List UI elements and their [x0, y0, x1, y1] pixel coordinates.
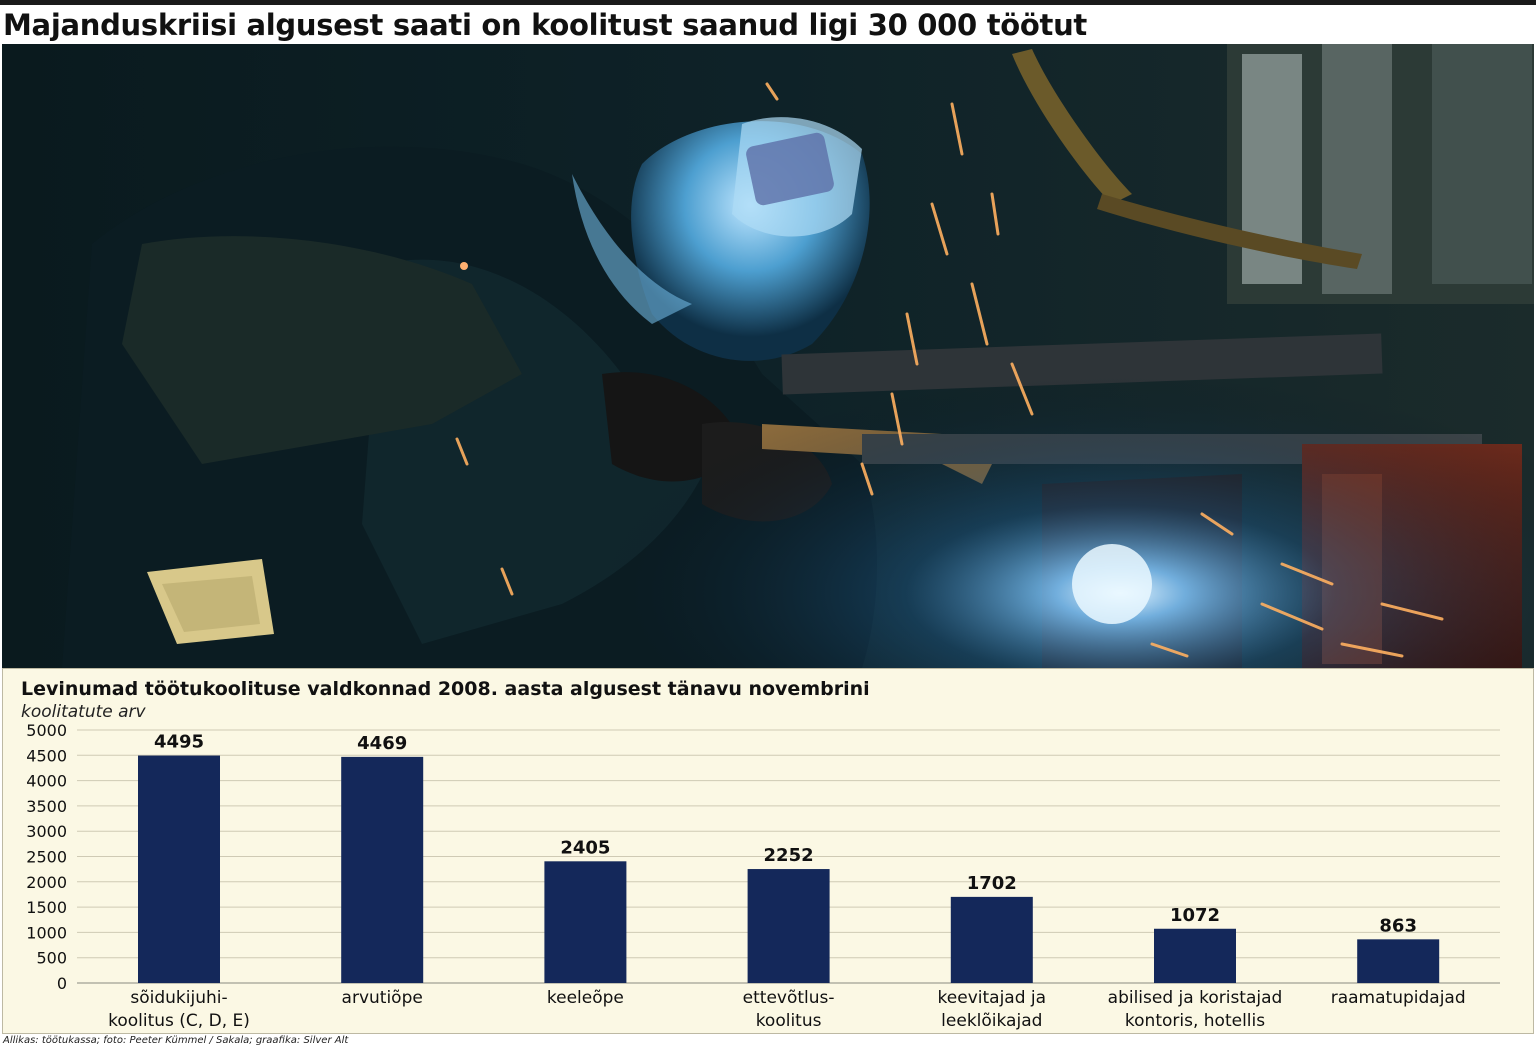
y-tick-label: 2500: [26, 848, 67, 867]
x-tick-label: arvutiõpe: [342, 988, 423, 1008]
data-label: 2252: [764, 845, 814, 866]
y-tick-label: 0: [57, 974, 67, 993]
x-tick-label: keevitajad ja: [938, 988, 1047, 1008]
bar: [747, 869, 830, 983]
y-tick-label: 1500: [26, 898, 67, 917]
welder-photo: [2, 44, 1534, 668]
source-credit: Allikas: töötukassa; foto: Peeter Kümmel…: [3, 1035, 349, 1046]
x-tick-label: leeklõikajad: [941, 1011, 1042, 1031]
y-tick-label: 3000: [26, 822, 67, 841]
data-label: 863: [1379, 915, 1417, 936]
x-tick-label: abilised ja koristajad: [1108, 988, 1283, 1008]
data-label: 2405: [560, 837, 610, 858]
y-tick-label: 2000: [26, 873, 67, 892]
headline: Majanduskriisi algusest saati on koolitu…: [3, 8, 1087, 42]
chart-title: Levinumad töötukoolituse valdkonnad 2008…: [21, 678, 870, 700]
chart-subtitle: koolitatute arv: [21, 702, 146, 722]
y-tick-label: 1000: [26, 923, 67, 942]
y-tick-label: 3500: [26, 797, 67, 816]
x-tick-label: raamatupidajad: [1331, 988, 1466, 1008]
x-tick-label: koolitus (C, D, E): [108, 1011, 250, 1031]
bar: [544, 861, 627, 983]
x-tick-label: keeleõpe: [547, 988, 624, 1008]
chart-panel: Levinumad töötukoolituse valdkonnad 2008…: [2, 668, 1534, 1034]
x-tick-label: sõidukijuhi-: [130, 988, 227, 1008]
y-tick-label: 5000: [26, 721, 67, 740]
bar-chart: 0 500 1000 1500 2000 2500 3000 3500 4000 4500 5000…: [26, 721, 1500, 1031]
bar: [950, 896, 1033, 983]
bar: [1154, 928, 1236, 983]
bar: [138, 755, 220, 983]
data-label: 1072: [1170, 905, 1220, 926]
x-tick-label: kontoris, hotellis: [1125, 1011, 1265, 1031]
bar: [1357, 939, 1440, 983]
data-label: 1702: [967, 873, 1017, 894]
y-tick-label: 4500: [26, 746, 67, 765]
top-rule: [0, 0, 1536, 5]
data-label: 4469: [357, 733, 407, 754]
x-tick-label: ettevõtlus-: [743, 988, 835, 1008]
y-tick-label: 4000: [26, 772, 67, 791]
y-tick-label: 500: [36, 949, 67, 968]
bar: [341, 756, 424, 983]
data-label: 4495: [154, 732, 204, 753]
x-tick-label: koolitus: [756, 1011, 822, 1031]
